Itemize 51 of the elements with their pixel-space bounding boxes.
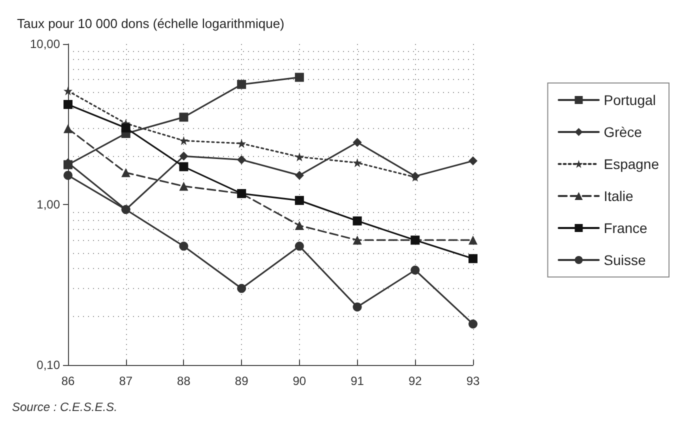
x-tick-label: 87 bbox=[119, 374, 133, 388]
chart-title: Taux pour 10 000 dons (échelle logarithmique) bbox=[17, 16, 284, 31]
point bbox=[179, 112, 188, 122]
x-tick-label: 90 bbox=[292, 374, 306, 388]
point bbox=[237, 284, 246, 293]
point bbox=[179, 242, 188, 251]
point bbox=[352, 138, 362, 147]
point bbox=[121, 123, 130, 132]
source-note: Source : C.E.S.E.S. bbox=[12, 400, 118, 414]
point bbox=[352, 216, 362, 226]
point bbox=[179, 152, 188, 161]
point bbox=[64, 124, 72, 134]
point bbox=[294, 196, 304, 205]
x-tick-label: 93 bbox=[466, 374, 480, 388]
x-tick-label: 86 bbox=[61, 374, 75, 388]
point bbox=[121, 168, 130, 178]
legend-label: Suisse bbox=[604, 252, 646, 268]
point bbox=[64, 170, 72, 180]
point bbox=[64, 86, 72, 96]
x-tick-label: 92 bbox=[408, 374, 422, 388]
x-tick-label: 91 bbox=[350, 374, 364, 388]
legend-label: Portugal bbox=[604, 92, 656, 108]
x-tick-label: 89 bbox=[234, 374, 249, 388]
point bbox=[468, 320, 478, 329]
point bbox=[352, 302, 362, 312]
y-tick-label: 10,00 bbox=[30, 37, 60, 51]
legend-label: Italie bbox=[604, 188, 634, 204]
point bbox=[237, 80, 246, 89]
x-tick-label: 88 bbox=[177, 374, 191, 388]
legend-label: France bbox=[604, 220, 648, 236]
point bbox=[237, 155, 246, 164]
point bbox=[294, 72, 304, 82]
y-tick-label: 0,10 bbox=[36, 358, 60, 372]
point bbox=[294, 242, 304, 251]
point bbox=[410, 266, 420, 275]
legend-label: Espagne bbox=[604, 156, 660, 172]
point bbox=[352, 236, 362, 245]
point bbox=[179, 136, 188, 146]
point bbox=[468, 236, 478, 245]
point bbox=[468, 156, 478, 166]
point bbox=[179, 182, 188, 191]
point bbox=[294, 170, 304, 180]
y-tick-label: 1,00 bbox=[36, 198, 60, 212]
point bbox=[352, 158, 362, 168]
point bbox=[294, 220, 304, 230]
point bbox=[179, 162, 188, 172]
point bbox=[121, 205, 130, 214]
point bbox=[64, 100, 72, 109]
legend-label: Grèce bbox=[604, 124, 642, 140]
point bbox=[237, 138, 246, 148]
point bbox=[468, 254, 478, 264]
